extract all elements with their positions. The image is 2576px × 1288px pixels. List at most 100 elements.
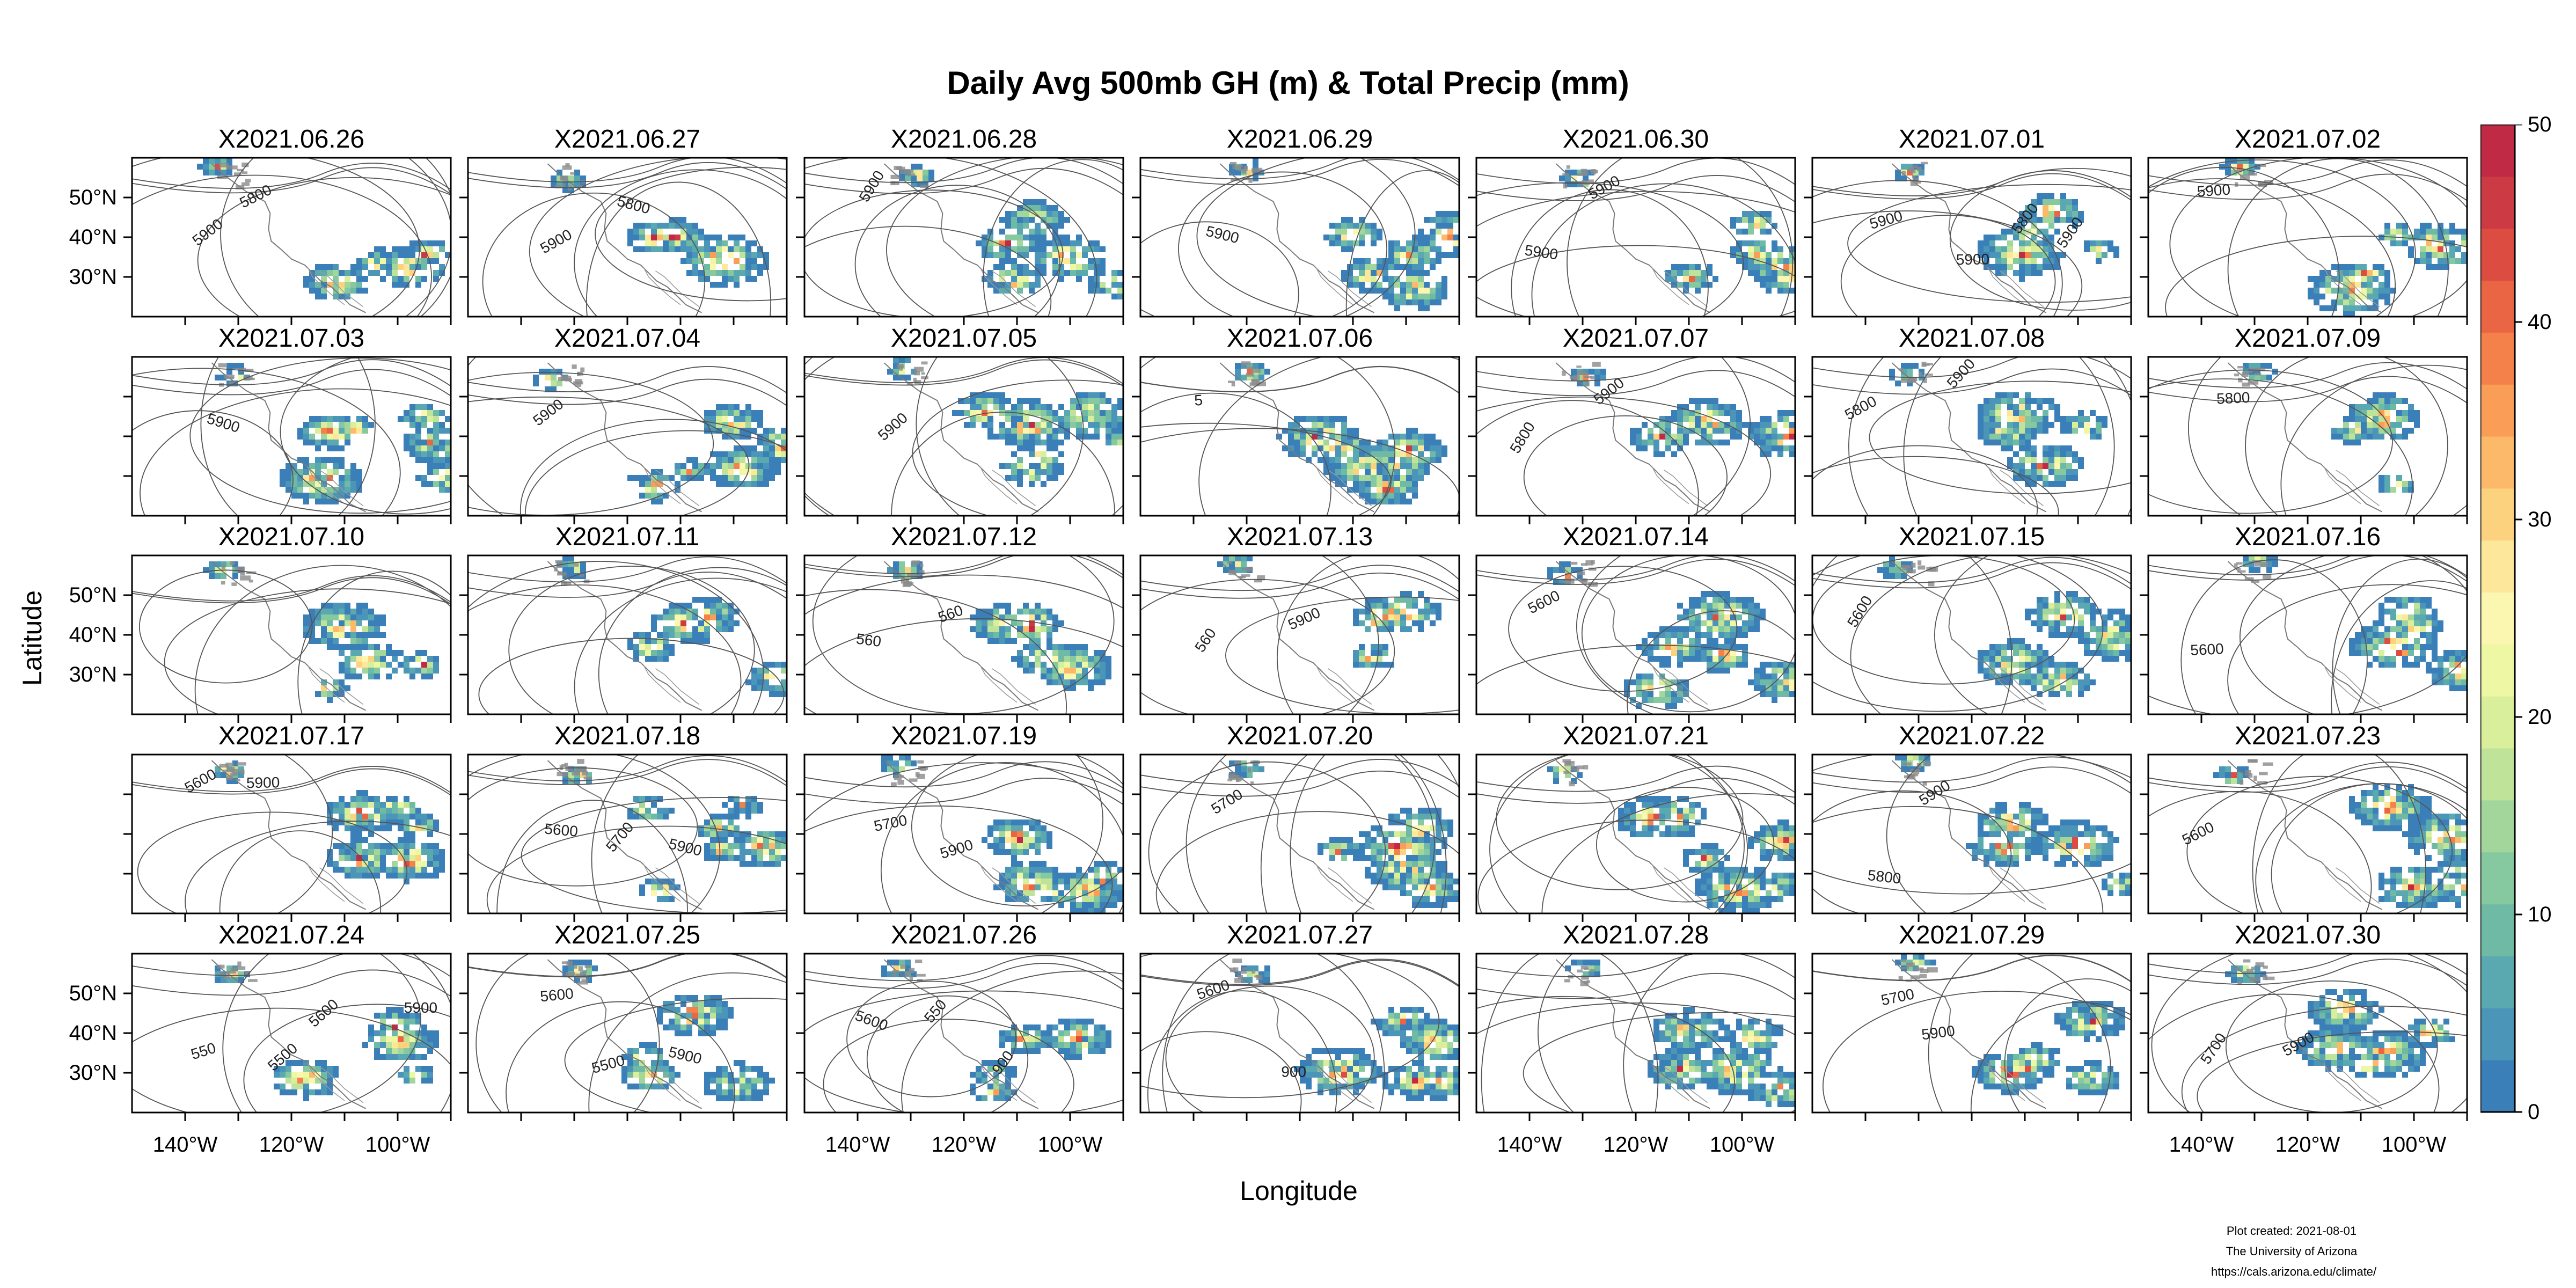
precip-cell (2019, 246, 2025, 252)
precip-cell (686, 632, 692, 638)
precip-cell (2054, 662, 2060, 668)
island (218, 363, 226, 368)
precip-cell (763, 837, 769, 843)
precip-cell (1789, 288, 1795, 294)
gh-contour (132, 158, 420, 317)
precip-cell (1371, 597, 1377, 603)
precip-cell (704, 276, 710, 282)
precip-cell (1701, 398, 1707, 404)
precip-cell (1094, 416, 1100, 422)
precip-cell (1329, 223, 1335, 229)
precip-cell (1701, 620, 1707, 626)
precip-cell (1695, 650, 1701, 656)
precip-cell (2396, 632, 2402, 638)
precip-cell (1371, 475, 1377, 481)
precip-cell (1707, 632, 1713, 638)
island (2242, 371, 2249, 377)
precip-cell (1353, 282, 1359, 288)
island (1928, 581, 1935, 587)
precip-cell (1777, 246, 1783, 252)
gh-contour (482, 192, 706, 317)
precip-cell (1424, 217, 1430, 223)
precip-cell (2373, 428, 2379, 434)
precip-cell (2414, 603, 2420, 609)
precip-cell (1359, 457, 1365, 463)
precip-cell (1017, 240, 1023, 246)
precip-cell (2054, 668, 2060, 674)
precip-cell (651, 499, 657, 504)
precip-cell (1406, 597, 1412, 603)
island (1592, 362, 1601, 367)
precip-cell (757, 264, 763, 270)
coastline (1328, 470, 1372, 507)
precip-cell (686, 246, 692, 252)
precip-cell (1023, 217, 1029, 223)
precip-cell (421, 650, 427, 656)
precip-cell (345, 873, 350, 879)
precip-cell (970, 422, 976, 428)
precip-cell (2048, 193, 2054, 199)
precip-cell (1642, 422, 1648, 428)
precip-cell (728, 404, 734, 410)
precip-cell (368, 802, 374, 808)
precip-cell (2102, 638, 2107, 644)
panel-date-title: X2021.07.05 (890, 324, 1037, 353)
precip-cell (2048, 679, 2054, 685)
precip-cell (2043, 620, 2048, 626)
precip-cell (1424, 258, 1430, 264)
precip-cell (1989, 644, 1995, 650)
precip-cell (327, 697, 333, 703)
precip-cell (415, 422, 421, 428)
precip-cell (1789, 691, 1795, 697)
precip-cell (404, 861, 409, 867)
precip-cell (1052, 644, 1058, 650)
precip-cell (993, 282, 999, 288)
precip-cell (1760, 276, 1766, 282)
precip-cell (1406, 463, 1412, 469)
island (1252, 167, 1263, 173)
precip-cell (722, 270, 728, 276)
precip-cell (2455, 246, 2461, 252)
precip-cell (333, 632, 339, 638)
precip-cell (439, 445, 445, 451)
precip-cell (374, 873, 380, 879)
precip-cell (2343, 440, 2349, 445)
precip-cell (350, 288, 356, 294)
precip-cell (1406, 481, 1412, 487)
precip-cell (350, 475, 356, 481)
precip-cell (427, 469, 433, 475)
contour-label: 5900 (1868, 207, 1904, 232)
precip-cell (2402, 434, 2408, 440)
precip-cell (763, 481, 769, 487)
precip-cell (1382, 650, 1388, 656)
island (1921, 162, 1928, 165)
precip-cell (716, 819, 722, 825)
precip-cell (1382, 463, 1388, 469)
precip-cell (987, 434, 993, 440)
precip-cell (362, 264, 368, 270)
island (574, 563, 579, 567)
precip-cell (433, 819, 439, 825)
island (1585, 560, 1593, 566)
precip-cell (1011, 428, 1017, 434)
precip-cell (999, 246, 1005, 252)
precip-cell (356, 790, 362, 796)
precip-cell (2367, 422, 2373, 428)
precip-cell (1058, 235, 1064, 240)
coastline (211, 362, 367, 513)
precip-cell (226, 369, 232, 375)
precip-cell (1229, 555, 1235, 561)
contour-label: 560 (855, 630, 882, 650)
precip-cell (686, 614, 692, 620)
precip-cell (2037, 193, 2043, 199)
precip-cell (2432, 252, 2438, 258)
precip-cell (2037, 229, 2043, 235)
precip-cell (1783, 691, 1789, 697)
precip-cell (1701, 597, 1707, 603)
precip-cell (1671, 451, 1677, 457)
precip-cell (728, 481, 734, 487)
precip-cell (2408, 235, 2414, 240)
precip-cell (1371, 451, 1377, 457)
precip-cell (2031, 252, 2037, 258)
precip-cell (1400, 246, 1406, 252)
